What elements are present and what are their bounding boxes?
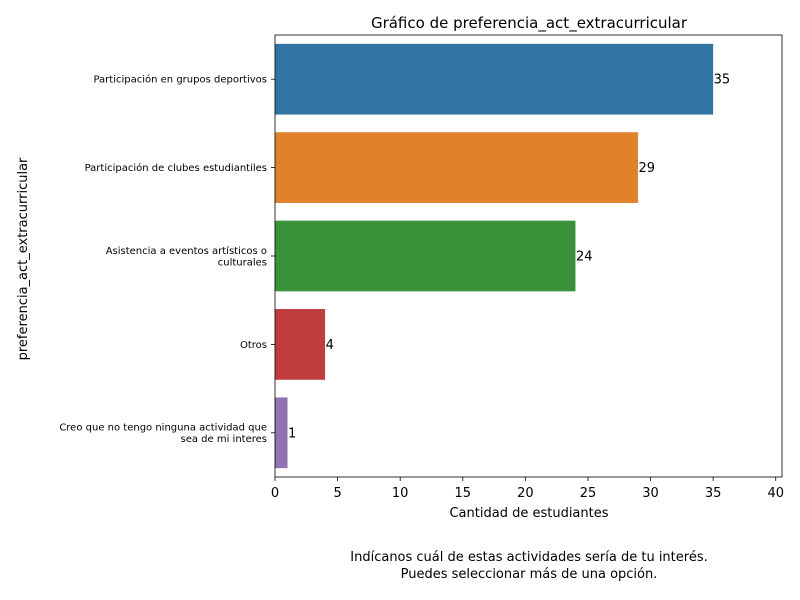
x-tick-label: 10	[392, 486, 409, 501]
x-tick-label: 5	[333, 486, 341, 501]
bar-value-label: 24	[576, 250, 593, 265]
y-tick-label: sea de mi interes	[181, 434, 268, 445]
plot-area: 35 Participación en grupos deportivos 29 Pa…	[59, 34, 784, 501]
y-axis-label: preferencia_act_extracurricular	[16, 157, 31, 360]
x-tick-label: 15	[455, 486, 472, 501]
x-tick-label: 30	[642, 486, 659, 501]
caption-line-1: Indícanos cuál de estas actividades serí…	[350, 550, 707, 565]
bar-value-label: 29	[639, 161, 656, 176]
bar-value-label: 1	[288, 426, 296, 441]
bar-value-label: 4	[326, 338, 334, 353]
plot-frame	[274, 34, 783, 478]
bar	[275, 220, 576, 292]
y-tick-label: Participación de clubes estudiantiles	[85, 162, 267, 174]
x-tick-label: 25	[580, 486, 597, 501]
caption-line-2: Puedes seleccionar más de una opción.	[401, 567, 658, 582]
x-tick-label: 0	[271, 486, 279, 501]
bar	[275, 309, 326, 380]
y-tick-label: Asistencia a eventos artísticos o	[106, 245, 267, 257]
x-tick-label: 35	[705, 486, 722, 501]
bar	[275, 132, 639, 203]
x-axis-label: Cantidad de estudiantes	[449, 506, 608, 521]
y-tick-label: Otros	[240, 340, 267, 351]
x-tick-label: 20	[517, 486, 534, 501]
bar	[275, 43, 714, 115]
chart-title: Gráfico de preferencia_act_extracurricul…	[371, 14, 688, 33]
bar-value-label: 35	[714, 73, 731, 88]
y-tick-label: culturales	[218, 257, 267, 268]
x-tick-label: 40	[767, 486, 784, 501]
bar	[275, 397, 288, 469]
y-tick-label: Creo que no tengo ninguna actividad que	[59, 423, 267, 434]
y-tick-label: Participación en grupos deportivos	[93, 74, 267, 86]
